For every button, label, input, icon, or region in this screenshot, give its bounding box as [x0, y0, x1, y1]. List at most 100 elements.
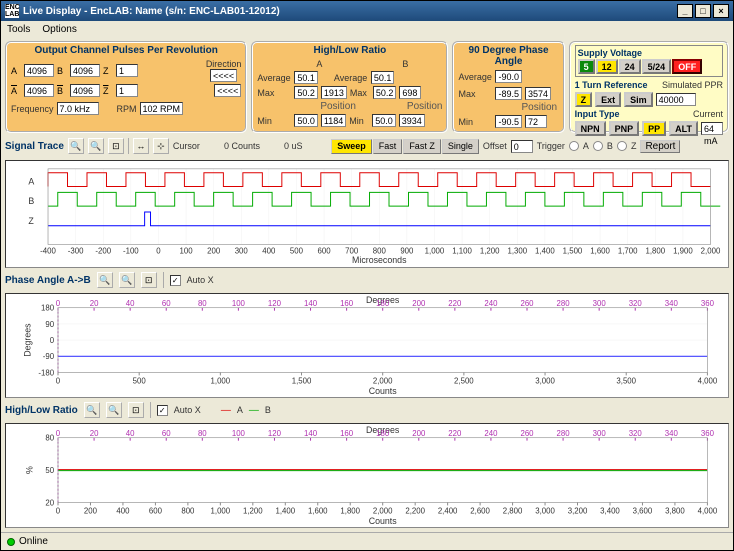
fld-p3avg[interactable]: -90.0: [495, 70, 522, 83]
fld-A[interactable]: 4096: [24, 64, 54, 77]
svg-text:2,200: 2,200: [405, 506, 425, 515]
svg-text:600: 600: [149, 506, 163, 515]
phase-zoom-in-icon[interactable]: 🔍: [97, 272, 113, 288]
phase-controls: Phase Angle A->B 🔍 🔍 ⊡ ✓ Auto X: [5, 272, 729, 289]
svg-text:1,200: 1,200: [243, 506, 263, 515]
btn-alt[interactable]: ALT: [669, 121, 698, 136]
fld-cur[interactable]: 64 mA: [701, 122, 723, 135]
btn-npn[interactable]: NPN: [575, 121, 606, 136]
btn-524v[interactable]: 5/24: [642, 59, 672, 74]
leg-A: A: [237, 405, 243, 415]
fld-ppr[interactable]: 40000: [656, 93, 696, 106]
fld-maxB[interactable]: 50.2: [373, 86, 397, 99]
svg-text:3,500: 3,500: [616, 376, 636, 385]
chk-autox-ratio[interactable]: ✓: [157, 405, 168, 416]
lbl-autox-phase: Auto X: [187, 275, 214, 285]
lbl-pos2: Position: [407, 101, 443, 112]
lbl-B: B: [57, 66, 67, 76]
ratio-zoom-out-icon[interactable]: 🔍: [106, 402, 122, 418]
svg-text:260: 260: [520, 299, 534, 308]
fld-p3maxp[interactable]: 3574: [525, 87, 551, 100]
radio-trigZ[interactable]: [617, 141, 627, 151]
titlebar[interactable]: ENCLAB Live Display - EncLAB: Name (s/n:…: [1, 1, 733, 21]
fld-p3max[interactable]: -89.5: [495, 87, 522, 100]
fld-minB[interactable]: 50.0: [372, 114, 396, 127]
zoom-in-icon[interactable]: 🔍: [68, 138, 84, 154]
menu-tools[interactable]: Tools: [7, 24, 30, 35]
fld-maxA[interactable]: 50.2: [294, 86, 318, 99]
fld-offset[interactable]: 0: [511, 140, 533, 153]
ratio-zoom-in-icon[interactable]: 🔍: [84, 402, 100, 418]
ratio-zoom-reset-icon[interactable]: ⊡: [128, 402, 144, 418]
chk-autox-phase[interactable]: ✓: [170, 275, 181, 286]
svg-text:800: 800: [181, 506, 195, 515]
btn-pp[interactable]: PP: [642, 121, 666, 136]
fld-rpm[interactable]: 102 RPM: [140, 102, 184, 115]
btn-5v[interactable]: 5: [578, 59, 595, 74]
minimize-button[interactable]: _: [677, 4, 693, 18]
pan-icon[interactable]: ↔: [133, 138, 149, 154]
cursor-icon[interactable]: ⊹: [153, 138, 169, 154]
lbl-ratio: High/Low Ratio: [5, 405, 78, 416]
fld-Bb[interactable]: 4096: [70, 84, 100, 97]
fld-B[interactable]: 4096: [70, 64, 100, 77]
btn-fast[interactable]: Fast: [373, 139, 403, 154]
svg-text:320: 320: [629, 299, 643, 308]
svg-text:340: 340: [665, 299, 679, 308]
fld-dir2[interactable]: <<<<: [214, 84, 241, 97]
fld-Ab[interactable]: 4096: [24, 84, 54, 97]
svg-text:1,300: 1,300: [507, 246, 527, 255]
svg-text:200: 200: [412, 429, 426, 438]
fld-minBp[interactable]: 3934: [399, 114, 425, 127]
close-button[interactable]: ×: [713, 4, 729, 18]
menu-options[interactable]: Options: [42, 24, 76, 35]
svg-text:500: 500: [290, 246, 304, 255]
fld-freq[interactable]: 7.0 kHz: [57, 102, 99, 115]
fld-avgA[interactable]: 50.1: [294, 71, 318, 84]
btn-sweep[interactable]: Sweep: [331, 139, 372, 154]
btn-z[interactable]: Z: [575, 92, 593, 107]
zoom-out-icon[interactable]: 🔍: [88, 138, 104, 154]
fld-dir1[interactable]: <<<<: [210, 69, 237, 82]
phase-zoom-reset-icon[interactable]: ⊡: [141, 272, 157, 288]
fld-p3min[interactable]: -90.5: [495, 115, 522, 128]
fld-Zb[interactable]: 1: [116, 84, 138, 97]
svg-text:2,500: 2,500: [454, 376, 474, 385]
btn-report[interactable]: Report: [640, 140, 680, 153]
btn-ext[interactable]: Ext: [595, 92, 621, 107]
lbl-autox-ratio: Auto X: [174, 405, 201, 415]
svg-text:Microseconds: Microseconds: [352, 255, 407, 265]
btn-single[interactable]: Single: [442, 139, 479, 154]
chart-signal-trace[interactable]: ABZ-400-300-200-100010020030040050060070…: [5, 160, 729, 268]
btn-pnp[interactable]: PNP: [609, 121, 640, 136]
btn-off[interactable]: OFF: [672, 59, 702, 74]
fld-Z[interactable]: 1: [116, 64, 138, 77]
lbl-A: A: [11, 66, 21, 76]
fld-p3minp[interactable]: 72: [525, 115, 547, 128]
svg-text:120: 120: [268, 429, 282, 438]
fld-minA[interactable]: 50.0: [294, 114, 318, 127]
radio-trigA[interactable]: [569, 141, 579, 151]
maximize-button[interactable]: □: [695, 4, 711, 18]
svg-text:240: 240: [484, 429, 498, 438]
fld-maxAp[interactable]: 1913: [321, 86, 347, 99]
fld-minAp[interactable]: 1184: [321, 114, 346, 127]
svg-text:90: 90: [45, 320, 54, 329]
svg-text:2,800: 2,800: [503, 506, 523, 515]
fld-avgB[interactable]: 50.1: [371, 71, 395, 84]
btn-24v[interactable]: 24: [619, 59, 641, 74]
svg-text:280: 280: [557, 299, 571, 308]
svg-text:1,900: 1,900: [673, 246, 693, 255]
chart-phase[interactable]: Degrees020406080100120140160180200220240…: [5, 293, 729, 398]
btn-fastz[interactable]: Fast Z: [403, 139, 441, 154]
btn-sim[interactable]: Sim: [624, 92, 653, 107]
radio-trigB[interactable]: [593, 141, 603, 151]
svg-text:1,200: 1,200: [480, 246, 500, 255]
svg-text:3,200: 3,200: [568, 506, 588, 515]
chart-ratio[interactable]: Degrees020406080100120140160180200220240…: [5, 423, 729, 528]
fld-maxBp[interactable]: 698: [399, 86, 421, 99]
btn-12v[interactable]: 12: [596, 59, 618, 74]
zoom-reset-icon[interactable]: ⊡: [108, 138, 124, 154]
lbl-min2: Min: [349, 116, 369, 126]
phase-zoom-out-icon[interactable]: 🔍: [119, 272, 135, 288]
